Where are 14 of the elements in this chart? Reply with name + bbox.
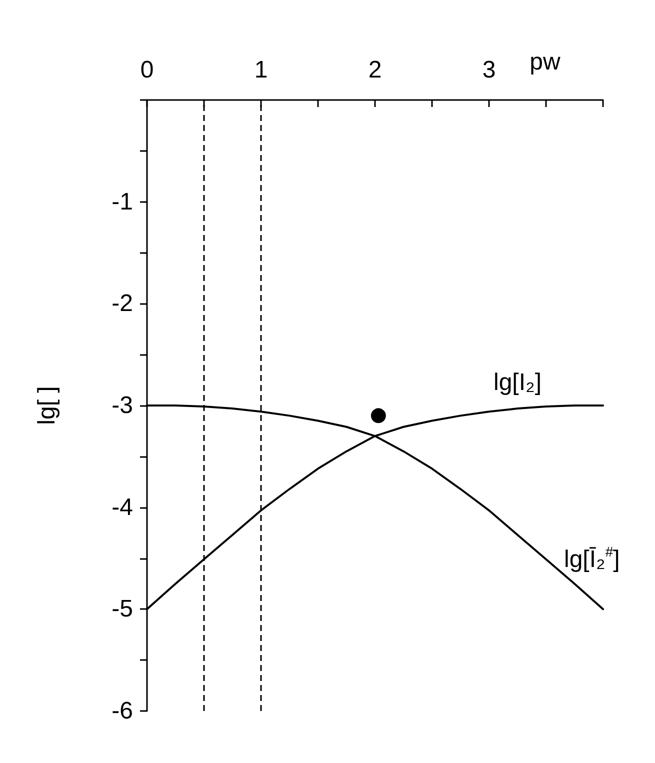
- y-tick-label: -6: [112, 698, 133, 724]
- y-axis-title: lg[ ]: [34, 386, 60, 425]
- y-tick-label: -1: [112, 188, 133, 216]
- x-axis-title: pw: [530, 48, 562, 76]
- series-label: lg[Ī₂#]: [564, 543, 620, 573]
- x-tick-label: 1: [254, 56, 268, 84]
- y-tick-label: -4: [112, 494, 133, 521]
- x-tick-label: 0: [140, 56, 154, 84]
- y-tick-label: -2: [112, 290, 133, 318]
- series-label: lg[I₂]: [494, 369, 542, 396]
- y-tick-label: -5: [112, 596, 133, 623]
- x-tick-label: 3: [482, 56, 496, 84]
- x-tick-label: 2: [368, 56, 382, 84]
- y-tick-label: -3: [112, 392, 133, 419]
